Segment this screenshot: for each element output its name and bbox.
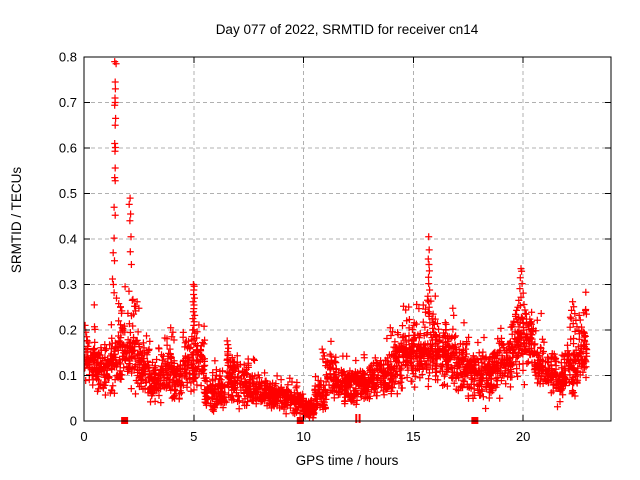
y-tick-label: 0.5 bbox=[59, 186, 77, 201]
chart-title: Day 077 of 2022, SRMTID for receiver cn1… bbox=[216, 22, 479, 37]
tick-labels: 0 0.1 0.2 0.3 0.4 0.5 0.6 0.7 0.8 0 5 10 15 20 bbox=[59, 50, 530, 445]
zero-tick-marker bbox=[355, 414, 358, 423]
y-tick-label: 0.8 bbox=[59, 50, 77, 65]
y-tick-label: 0.7 bbox=[59, 95, 77, 110]
x-tick-label: 5 bbox=[190, 429, 197, 444]
plot-border bbox=[83, 56, 612, 422]
y-tick-label: 0.1 bbox=[59, 368, 77, 383]
y-axis-label: SRMTID / TECUs bbox=[9, 167, 24, 274]
y-tick-label: 0 bbox=[70, 414, 77, 429]
gridlines bbox=[84, 57, 611, 421]
y-tick-label: 0.2 bbox=[59, 323, 77, 338]
scatter-points bbox=[84, 58, 591, 422]
y-tick-label: 0.3 bbox=[59, 277, 77, 292]
x-tick-label: 20 bbox=[516, 429, 530, 444]
x-axis-label: GPS time / hours bbox=[296, 453, 399, 468]
x-tick-label: 15 bbox=[406, 429, 420, 444]
x-tick-label: 0 bbox=[80, 429, 87, 444]
x-tick-label: 10 bbox=[296, 429, 310, 444]
zero-tick-marker bbox=[358, 414, 361, 423]
y-tick-label: 0.6 bbox=[59, 141, 77, 156]
y-tick-label: 0.4 bbox=[59, 232, 77, 247]
